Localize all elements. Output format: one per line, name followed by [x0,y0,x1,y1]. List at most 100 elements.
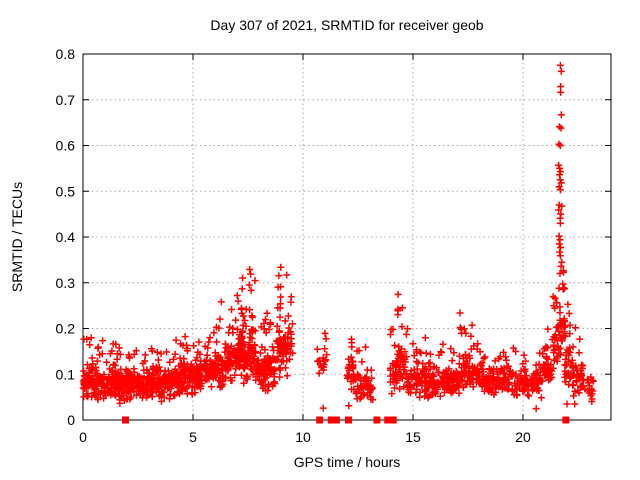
data-point [175,389,183,397]
y-tick-label: 0.2 [56,321,76,337]
data-point [234,297,242,305]
data-point [154,356,162,364]
data-point [500,348,507,356]
data-point [265,380,272,388]
data-point [525,392,533,400]
data-point [184,345,191,353]
data-point [537,378,545,385]
data-point [437,348,445,356]
data-point [180,372,188,380]
data-point [364,385,372,393]
data-point [225,353,233,360]
data-point [579,362,587,370]
data-point [472,367,479,375]
data-point [170,392,178,400]
data-point [186,378,193,386]
data-point [351,376,359,384]
data-point [492,384,500,392]
data-point [422,387,429,395]
data-point [320,363,328,371]
data-point [529,379,537,387]
data-point [114,387,122,395]
data-point [275,328,283,336]
data-point [242,322,250,330]
data-point [456,378,464,386]
data-point [276,373,284,381]
data-point [401,363,409,371]
data-point [80,393,88,401]
data-point [246,349,254,357]
data-point [183,390,191,398]
data-point [92,390,100,398]
data-point [521,386,528,394]
data-point [576,335,584,343]
data-point [183,341,190,349]
data-point [491,357,499,365]
data-point [114,375,121,383]
data-point [190,342,198,350]
data-point [502,356,510,364]
data-point [84,380,92,387]
data-point [555,183,563,191]
data-point [537,394,545,402]
data-point [149,363,157,370]
data-point [555,240,563,248]
data-point [479,376,487,384]
data-point [501,374,509,382]
data-point [495,355,503,363]
data-point [555,284,563,292]
data-point [480,354,488,362]
data-point [260,325,268,333]
data-point [266,319,274,327]
data-point [345,402,353,410]
y-tick-label: 0.5 [56,183,76,199]
data-point [263,363,271,371]
data-point [548,373,555,381]
data-point [354,370,362,378]
data-point [148,347,156,355]
data-point [579,376,587,384]
data-point [533,376,541,384]
data-point [180,355,188,363]
data-point [212,373,220,381]
data-point [171,368,179,376]
data-point [239,274,247,282]
data-point [241,317,249,324]
data-point [171,350,179,358]
data-point [103,358,111,366]
data-point [116,350,124,358]
data-point [434,385,441,393]
data-point [213,338,221,346]
data-point [238,371,245,379]
data-point [93,357,101,365]
data-point [106,350,114,358]
data-point [277,293,285,301]
data-point [111,390,119,398]
data-point [546,365,554,373]
data-point [539,364,547,372]
data-point [453,374,460,382]
data-point [403,353,411,361]
data-point [313,345,321,353]
data-point [228,377,236,385]
data-point [556,142,564,149]
data-point [283,372,291,380]
zero-data-point [562,416,570,424]
data-point [549,364,557,372]
data-point [192,367,200,375]
data-point [259,384,267,392]
data-point [130,365,138,373]
data-point [565,310,573,317]
data-point [540,367,548,375]
data-point [238,334,246,342]
data-point [514,377,522,384]
data-point [438,349,446,356]
data-point [87,334,95,342]
data-point [115,344,123,352]
data-point [285,342,293,350]
data-point [284,312,292,320]
data-point [201,343,209,350]
data-point [357,393,365,401]
data-point [158,397,165,405]
